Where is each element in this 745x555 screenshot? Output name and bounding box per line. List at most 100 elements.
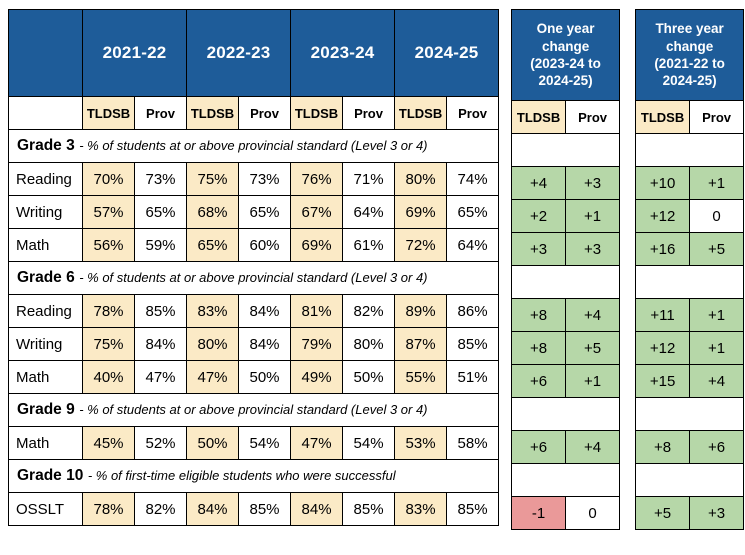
score-cell-tldsb: 47%	[290, 426, 344, 460]
tldsb-header: TLDSB	[186, 96, 240, 130]
score-cell-prov: 58%	[446, 426, 500, 460]
tldsb-header: TLDSB	[290, 96, 344, 130]
change-cell: +1	[565, 199, 621, 233]
change-cell: +3	[511, 232, 567, 266]
score-cell-tldsb: 75%	[186, 162, 240, 196]
score-cell-tldsb: 81%	[290, 294, 344, 328]
score-cell-tldsb: 80%	[186, 327, 240, 361]
table-row: Reading 70% 73% 75% 73% 76% 71% 80% 74%	[8, 162, 500, 196]
change-cell: +16	[635, 232, 691, 266]
change-cell: +4	[689, 364, 745, 398]
table-row: Reading 78% 85% 83% 84% 81% 82% 89% 86%	[8, 294, 500, 328]
score-cell-tldsb: 84%	[186, 492, 240, 526]
score-cell-prov: 71%	[342, 162, 396, 196]
table-row: Math 40% 47% 47% 50% 49% 50% 55% 51%	[8, 360, 500, 394]
metric-label: Writing	[8, 195, 83, 229]
table-row: +12 +1	[635, 331, 745, 365]
year-header: 2022-23	[186, 9, 292, 97]
table-row: +8 +6	[635, 430, 745, 464]
table-row: +8 +5	[511, 331, 621, 365]
change-cell-negative: -1	[511, 496, 567, 530]
table-row: Math 56% 59% 65% 60% 69% 61% 72% 64%	[8, 228, 500, 262]
change-cell: +10	[635, 166, 691, 200]
score-cell-prov: 73%	[133, 162, 188, 196]
score-cell-prov: 50%	[342, 360, 396, 394]
metric-label: Writing	[8, 327, 83, 361]
score-cell-prov: 84%	[133, 327, 188, 361]
score-cell-tldsb: 72%	[394, 228, 448, 262]
table-row: Writing 75% 84% 80% 84% 79% 80% 87% 85%	[8, 327, 500, 361]
score-cell-tldsb: 50%	[186, 426, 240, 460]
spacer-cell	[511, 133, 621, 167]
score-cell-prov: 74%	[446, 162, 500, 196]
table-row: -1 0	[511, 496, 621, 530]
spacer-cell	[635, 463, 745, 497]
prov-header: Prov	[238, 96, 292, 130]
score-cell-prov: 85%	[446, 327, 500, 361]
tldsb-header: TLDSB	[82, 96, 135, 130]
section-title: Grade 9	[17, 401, 75, 418]
corner-cell	[8, 9, 83, 97]
score-cell-tldsb: 80%	[394, 162, 448, 196]
table-row: +11 +1	[635, 298, 745, 332]
spacer-cell	[511, 397, 621, 431]
table-row: +12 0	[635, 199, 745, 233]
score-cell-prov: 54%	[342, 426, 396, 460]
score-cell-prov: 82%	[342, 294, 396, 328]
spacer-cell	[635, 133, 745, 167]
table-row: +5 +3	[635, 496, 745, 530]
score-cell-tldsb: 47%	[186, 360, 240, 394]
score-cell-prov: 52%	[133, 426, 188, 460]
section-separator: -	[87, 468, 93, 483]
table-row: +15 +4	[635, 364, 745, 398]
score-cell-prov: 86%	[446, 294, 500, 328]
prov-header: Prov	[689, 100, 745, 134]
change-cell: +8	[635, 430, 691, 464]
change-cell-neutral: 0	[565, 496, 621, 530]
section-desc: % of students at or above provincial sta…	[87, 270, 428, 285]
section-header-grade6: Grade 6 - % of students at or above prov…	[7, 261, 500, 295]
change-cell: +1	[565, 364, 621, 398]
score-cell-prov: 80%	[342, 327, 396, 361]
change-cell: +8	[511, 298, 567, 332]
panel-title-text: One year change	[536, 21, 595, 54]
score-cell-prov: 54%	[238, 426, 292, 460]
tldsb-header: TLDSB	[635, 100, 691, 134]
table-row: +16 +5	[635, 232, 745, 266]
table-row: +10 +1	[635, 166, 745, 200]
prov-header: Prov	[565, 100, 621, 134]
section-header-grade3: Grade 3 - % of students at or above prov…	[7, 129, 500, 163]
score-cell-tldsb: 78%	[82, 492, 135, 526]
panel-subtitle-text: (2021-22 to 2024-25)	[654, 56, 725, 89]
year-header: 2021-22	[81, 9, 188, 97]
one-year-change-panel: One year change (2023-24 to 2024-25) TLD…	[511, 9, 621, 530]
three-year-change-panel: Three year change (2021-22 to 2024-25) T…	[635, 9, 745, 530]
change-cell: +5	[689, 232, 745, 266]
score-cell-tldsb: 45%	[82, 426, 135, 460]
score-cell-prov: 60%	[238, 228, 292, 262]
change-cell: +4	[511, 166, 567, 200]
score-cell-prov: 51%	[446, 360, 500, 394]
score-cell-tldsb: 65%	[186, 228, 240, 262]
metric-label: OSSLT	[8, 492, 83, 526]
change-cell: +11	[635, 298, 691, 332]
change-cell: +6	[689, 430, 745, 464]
change-cell: +1	[689, 166, 745, 200]
score-cell-tldsb: 53%	[394, 426, 448, 460]
change-cell: +1	[689, 331, 745, 365]
change-cell: +6	[511, 430, 567, 464]
table-row: Writing 57% 65% 68% 65% 67% 64% 69% 65%	[8, 195, 500, 229]
tldsb-header: TLDSB	[394, 96, 448, 130]
table-row: +6 +4	[511, 430, 621, 464]
score-cell-tldsb: 68%	[186, 195, 240, 229]
score-cell-tldsb: 75%	[82, 327, 135, 361]
change-cell: +8	[511, 331, 567, 365]
table-row: +6 +1	[511, 364, 621, 398]
metric-label: Reading	[8, 162, 83, 196]
spacer-cell	[511, 463, 621, 497]
panel-title: Three year change (2021-22 to 2024-25)	[635, 9, 745, 101]
change-cell-neutral: 0	[689, 199, 745, 233]
score-cell-tldsb: 55%	[394, 360, 448, 394]
score-cell-prov: 84%	[238, 327, 292, 361]
section-title: Grade 10	[17, 467, 84, 484]
